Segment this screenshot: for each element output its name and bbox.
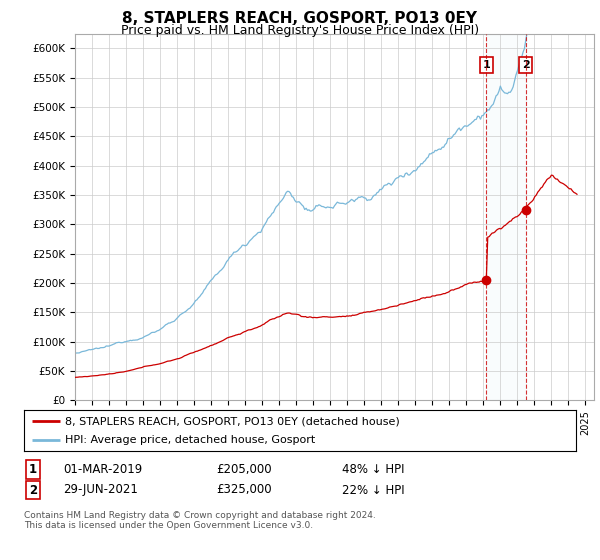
Text: HPI: Average price, detached house, Gosport: HPI: Average price, detached house, Gosp…: [65, 435, 316, 445]
Text: £325,000: £325,000: [216, 483, 272, 497]
Text: 1: 1: [29, 463, 37, 476]
Text: Price paid vs. HM Land Registry's House Price Index (HPI): Price paid vs. HM Land Registry's House …: [121, 24, 479, 36]
Text: 2: 2: [29, 483, 37, 497]
Text: 8, STAPLERS REACH, GOSPORT, PO13 0EY (detached house): 8, STAPLERS REACH, GOSPORT, PO13 0EY (de…: [65, 417, 400, 426]
Bar: [486, 34, 526, 400]
Text: 29-JUN-2021: 29-JUN-2021: [63, 483, 138, 497]
Text: 48% ↓ HPI: 48% ↓ HPI: [342, 463, 404, 476]
Text: Contains HM Land Registry data © Crown copyright and database right 2024.
This d: Contains HM Land Registry data © Crown c…: [24, 511, 376, 530]
Text: 1: 1: [482, 60, 490, 70]
Text: 22% ↓ HPI: 22% ↓ HPI: [342, 483, 404, 497]
Text: £205,000: £205,000: [216, 463, 272, 476]
Text: 2: 2: [522, 60, 530, 70]
Text: 8, STAPLERS REACH, GOSPORT, PO13 0EY: 8, STAPLERS REACH, GOSPORT, PO13 0EY: [122, 11, 478, 26]
Text: 01-MAR-2019: 01-MAR-2019: [63, 463, 142, 476]
